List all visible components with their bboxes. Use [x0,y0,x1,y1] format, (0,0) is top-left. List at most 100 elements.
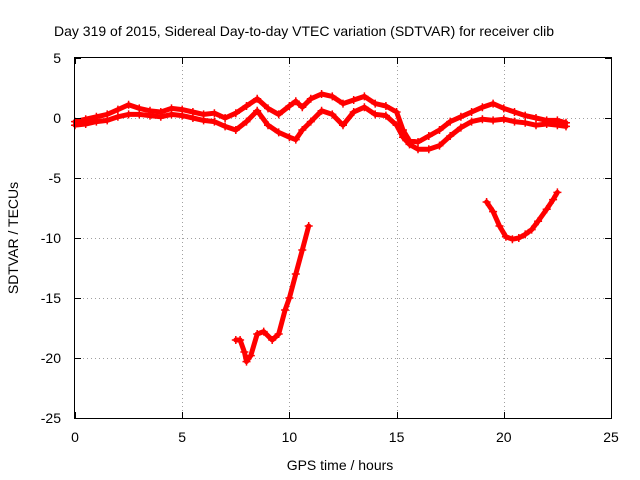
data-point [124,110,133,119]
data-point [478,103,487,112]
data-point [178,111,187,120]
data-point [253,106,262,115]
data-point [467,117,476,126]
data-point [495,222,504,230]
data-point [542,205,551,214]
data-point [291,97,300,106]
x-tick-label: 5 [178,429,186,445]
data-point [532,121,540,130]
data-point [360,92,369,101]
data-point [424,145,433,154]
series-band-lower [72,104,569,152]
data-point [510,108,519,116]
data-point [349,108,358,116]
data-point [291,135,300,144]
data-point [253,330,262,338]
data-point [399,133,407,142]
data-point [291,270,300,278]
x-axis-label: GPS time / hours [287,457,394,473]
data-point [113,105,122,114]
y-tick-label: -5 [49,170,62,186]
y-tick-label: -15 [41,290,61,306]
data-point [124,100,133,109]
data-point [274,110,283,119]
data-point [349,96,358,104]
data-point [246,351,255,360]
series-segment-19-22.5h [484,189,560,242]
y-tick-label: 5 [53,50,61,66]
data-point [527,225,536,234]
data-point [514,234,523,242]
data-point [446,117,455,126]
data-point [306,117,315,126]
data-point [532,114,540,122]
data-point [236,336,245,344]
data-point [521,111,530,120]
data-point [521,118,530,127]
data-point [392,108,401,116]
plot-frame [74,57,612,419]
data-point [371,110,380,119]
data-point [304,222,313,230]
data-point [405,140,414,149]
data-point [274,330,283,338]
chart-title: Day 319 of 2015, Sidereal Day-to-day VTE… [54,23,554,39]
data-point [298,126,307,134]
data-point [242,357,251,366]
data-point [339,99,347,108]
data-point [371,99,380,108]
data-point [392,121,401,130]
x-tick-label: 10 [282,429,298,445]
data-point [188,114,197,122]
data-point [274,128,283,137]
data-point [285,133,294,142]
data-point [414,138,422,146]
y-tick-label: -20 [41,350,61,366]
data-point [242,117,251,126]
y-tick-label: -25 [41,410,61,426]
x-tick-label: 0 [71,429,79,445]
data-point [446,132,455,140]
data-point [482,198,491,206]
data-point [298,246,307,254]
data-point [360,103,369,112]
data-point [285,294,294,302]
data-point [521,230,530,239]
data-point [298,103,307,112]
data-point [231,109,240,118]
data-point [103,116,112,125]
data-point [501,232,510,241]
axis-ticks [75,58,612,419]
x-tick-labels: 0 5 10 15 20 25 [71,429,619,445]
data-point [328,92,337,101]
data-point [549,195,558,204]
data-point [113,112,122,121]
data-point [381,111,390,120]
y-axis-label: SDTVAR / TECUs [5,182,21,294]
data-point [264,104,272,113]
data-point [259,327,268,336]
data-point [317,106,326,115]
data-point [210,109,219,118]
data-point [135,110,144,119]
data-point [508,235,517,244]
data-point [199,116,208,125]
data-point [489,207,498,216]
y-tick-label: 0 [53,110,61,126]
data-point [534,217,543,226]
data-point [221,114,230,122]
data-point [231,126,240,134]
data-series [71,90,570,366]
data-point [489,99,498,108]
data-point [499,104,508,113]
data-point [381,102,390,110]
y-tick-labels: 5 0 -5 -10 -15 -20 -25 [41,50,61,426]
data-point [242,102,251,110]
x-tick-label: 15 [389,429,405,445]
data-point [306,94,315,103]
data-point [264,121,272,130]
data-point [456,123,465,132]
data-point [553,121,562,130]
data-point [328,110,337,119]
